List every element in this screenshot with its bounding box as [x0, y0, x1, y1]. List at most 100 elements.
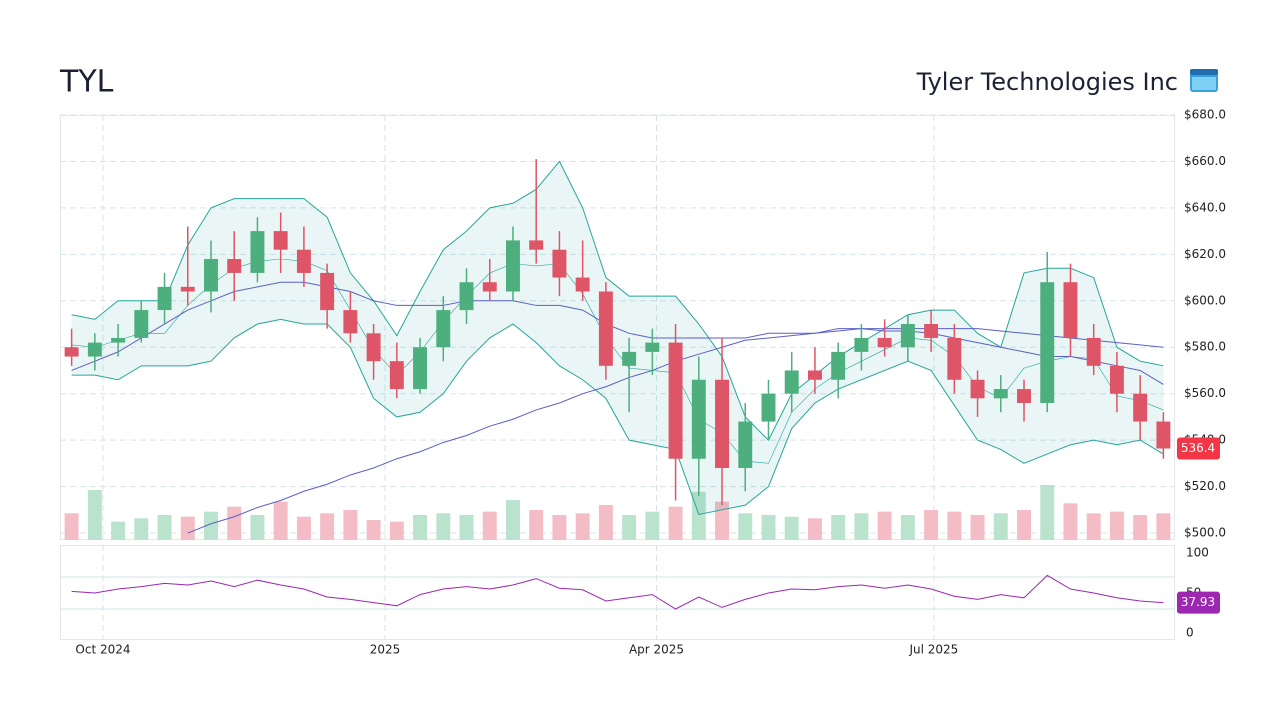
x-tick-label: Jul 2025: [908, 643, 958, 657]
candle-body: [1109, 365, 1124, 394]
candle-body: [668, 342, 683, 459]
candle-body: [436, 310, 451, 348]
candle-body: [552, 249, 567, 278]
volume-bar: [552, 515, 567, 540]
price-tag: [1177, 437, 1220, 460]
y-tick-label: $680.0: [1184, 108, 1226, 122]
volume-bar: [668, 506, 683, 540]
candle-body: [227, 258, 242, 273]
y-tick-label: $640.0: [1184, 200, 1226, 214]
volume-bar: [645, 511, 660, 540]
candle-body: [900, 324, 915, 348]
volume-bar: [854, 513, 869, 540]
x-tick-label: Oct 2024: [75, 643, 130, 657]
candle-body: [529, 240, 544, 250]
volume-bar: [831, 515, 846, 540]
candle-body: [134, 310, 149, 338]
volume-bar: [343, 510, 358, 540]
candle-body: [622, 351, 637, 366]
volume-bar: [598, 505, 613, 540]
volume-bar: [506, 500, 520, 540]
volume-bar: [807, 518, 822, 540]
rsi-tick-label: 100: [1186, 546, 1209, 560]
volume-bar: [273, 501, 288, 540]
volume-bar: [924, 510, 939, 540]
ma50-line: [71, 281, 1164, 385]
candle-body: [459, 282, 474, 311]
volume-bar: [180, 516, 195, 540]
volume-bar: [157, 515, 172, 540]
candle-body: [854, 337, 869, 352]
volume-bar: [529, 510, 544, 540]
band-fill: [71, 161, 1164, 515]
candle-body: [1040, 282, 1055, 403]
candle-body: [389, 361, 404, 390]
volume-bar: [993, 513, 1008, 540]
volume-bar: [320, 513, 335, 540]
candle-body: [366, 333, 381, 362]
volume-bar: [715, 501, 729, 540]
candle-body: [506, 240, 520, 292]
ticker: TYL: [59, 65, 114, 100]
candle-body: [715, 379, 729, 469]
volume-bar: [459, 515, 474, 540]
candle-body: [924, 324, 939, 338]
volume-bar: [389, 521, 404, 540]
candle-body: [761, 393, 776, 422]
candle-body: [111, 337, 126, 343]
volume-bar: [575, 513, 590, 540]
volume-bar: [761, 515, 776, 540]
rsi-tick-label: 0: [1186, 626, 1194, 640]
candle-body: [877, 337, 892, 348]
candle-body: [1063, 282, 1078, 338]
band-lower: [71, 318, 1164, 516]
volume-bar: [413, 515, 428, 540]
volume-bar: [204, 511, 218, 540]
candle-body: [784, 370, 799, 394]
volume-bar: [134, 518, 149, 540]
volume-bar: [1040, 485, 1055, 540]
rsi-tag: [1177, 591, 1220, 614]
candle-body: [296, 249, 311, 273]
y-tick-label: $500.0: [1184, 526, 1226, 540]
volume-bar: [947, 511, 962, 540]
candle-body: [575, 277, 590, 292]
volume-bar: [1063, 503, 1078, 540]
volume-bar: [900, 515, 915, 540]
volume-bar: [784, 516, 799, 540]
volume-bar: [296, 516, 311, 540]
candle-body: [970, 379, 985, 399]
candle-body: [947, 337, 962, 380]
volume-bar: [1133, 515, 1148, 540]
volume-bar: [111, 521, 126, 540]
candle-body: [738, 421, 753, 469]
company-name: Tyler Technologies Inc: [916, 68, 1178, 96]
y-tick-label: $520.0: [1184, 479, 1226, 493]
candle-body: [64, 347, 79, 357]
volume-bar: [738, 513, 753, 540]
volume-bar: [622, 515, 637, 540]
candle-body: [691, 379, 706, 459]
candle-body: [598, 291, 613, 366]
volume-bar: [250, 515, 265, 540]
candle-body: [273, 231, 288, 250]
candle-body: [87, 342, 102, 357]
candle-body: [250, 231, 265, 273]
candle-body: [343, 310, 358, 334]
volume-bar: [1086, 513, 1101, 540]
y-tick-label: $600.0: [1184, 293, 1226, 307]
x-tick-label: Apr 2025: [629, 643, 684, 657]
y-tick-label: $660.0: [1184, 154, 1226, 168]
band-upper: [71, 160, 1164, 441]
volume-bar: [64, 513, 79, 540]
y-tick-label: $620.0: [1184, 247, 1226, 261]
rsi-line: [71, 574, 1164, 610]
y-tick-label: $580.0: [1184, 340, 1226, 354]
volume-bar: [227, 506, 242, 540]
candle-body: [482, 282, 497, 292]
volume-bar: [482, 511, 497, 540]
price-pane: [60, 115, 1175, 540]
x-tick-label: 2025: [370, 643, 401, 657]
